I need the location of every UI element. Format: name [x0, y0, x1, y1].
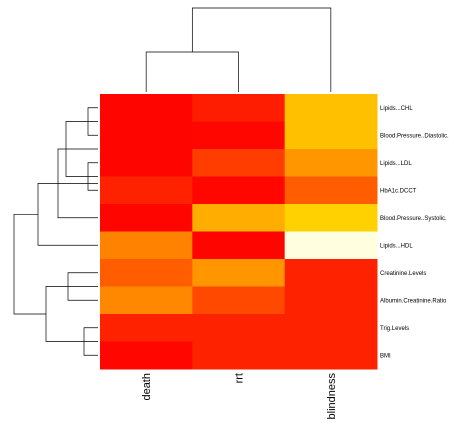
- heatmap-cell-bmi-blindness: [284, 341, 378, 370]
- heatmap-cell-lipids-hdl-rrt: [192, 231, 286, 260]
- row-dendrogram-link-kidney-group: [45, 286, 98, 342]
- row-label-creatinine-levels: Creatinine.Levels: [380, 271, 426, 277]
- heatmap-cell-creatinine-levels-blindness: [284, 259, 378, 287]
- heatmap-cell-blood-pressure-systolic-death: [100, 204, 193, 232]
- row-label-lipids-chl: Lipids...CHL: [380, 106, 413, 112]
- heatmap-cell-lipids-chl-blindness: [284, 94, 378, 122]
- heatmap-cell-blood-pressure-systolic-blindness: [284, 204, 378, 232]
- row-dendrogram-link-hdl: [37, 183, 98, 246]
- row-dendrogram-link-root: [13, 213, 46, 315]
- heatmap-cell-albumin-creatinine-ratio-blindness: [284, 286, 378, 315]
- heatmap-cell-creatinine-levels-death: [100, 259, 193, 287]
- heatmap-cell-albumin-creatinine-ratio-death: [100, 286, 193, 315]
- column-label-blindness: blindness: [326, 373, 338, 420]
- heatmap-cell-bmi-rrt: [192, 341, 286, 370]
- row-label-lipids-ldl: Lipids...LDL: [380, 161, 412, 167]
- heatmap-cell-lipids-ldl-rrt: [192, 149, 286, 177]
- row-labels: Lipids...CHL Blood.Pressure..Diastolic. Li…: [380, 106, 449, 360]
- heatmap-cells: [100, 94, 378, 370]
- heatmap-cell-trig-levels-blindness: [284, 314, 378, 342]
- heatmap-cell-hba1c-dcct-death: [100, 176, 193, 205]
- heatmap-cell-lipids-hdl-death: [100, 231, 193, 260]
- heatmap-cell-trig-levels-death: [100, 314, 193, 342]
- heatmap-cell-lipids-chl-death: [100, 94, 193, 122]
- column-dendrogram-link-1: [145, 51, 239, 92]
- heatmap-cell-lipids-ldl-death: [100, 149, 193, 177]
- heatmap-cell-trig-levels-rrt: [192, 314, 286, 342]
- column-label-death: death: [141, 373, 153, 401]
- row-label-bmi: BMI: [380, 353, 391, 359]
- row-label-blood-pressure-systolic: Blood.Pressure..Systolic.: [380, 216, 447, 222]
- heatmap-cell-lipids-ldl-blindness: [284, 149, 378, 177]
- column-dendrogram-link-2: [191, 7, 332, 92]
- heatmap-cell-lipids-chl-rrt: [192, 94, 286, 122]
- heatmap-cell-hba1c-dcct-rrt: [192, 176, 286, 205]
- row-label-blood-pressure-diastolic: Blood.Pressure..Diastolic.: [380, 133, 449, 139]
- column-dendrogram: [145, 7, 332, 92]
- column-labels: death rrt blindness: [141, 373, 338, 420]
- column-label-rrt: rrt: [234, 373, 246, 383]
- row-label-albumin-creatinine-ratio: Albumin.Creatinine.Ratio: [380, 298, 447, 304]
- row-label-lipids-hdl: Lipids...HDL: [380, 243, 413, 249]
- heatmap-cell-blood-pressure-diastolic-blindness: [284, 121, 378, 150]
- heatmap-cell-blood-pressure-systolic-rrt: [192, 204, 286, 232]
- row-dendrogram: [13, 107, 98, 356]
- heatmap-cell-blood-pressure-diastolic-rrt: [192, 121, 286, 150]
- row-label-trig-levels: Trig.Levels: [380, 326, 409, 332]
- heatmap-cell-lipids-hdl-blindness: [284, 231, 378, 260]
- heatmap-cell-albumin-creatinine-ratio-rrt: [192, 286, 286, 315]
- heatmap-cell-blood-pressure-diastolic-death: [100, 121, 193, 150]
- row-label-hba1c-dcct: HbA1c.DCCT: [380, 188, 417, 194]
- heatmap-cell-bmi-death: [100, 341, 193, 370]
- heatmap-cell-hba1c-dcct-blindness: [284, 176, 378, 205]
- heatmap-cell-creatinine-levels-rrt: [192, 259, 286, 287]
